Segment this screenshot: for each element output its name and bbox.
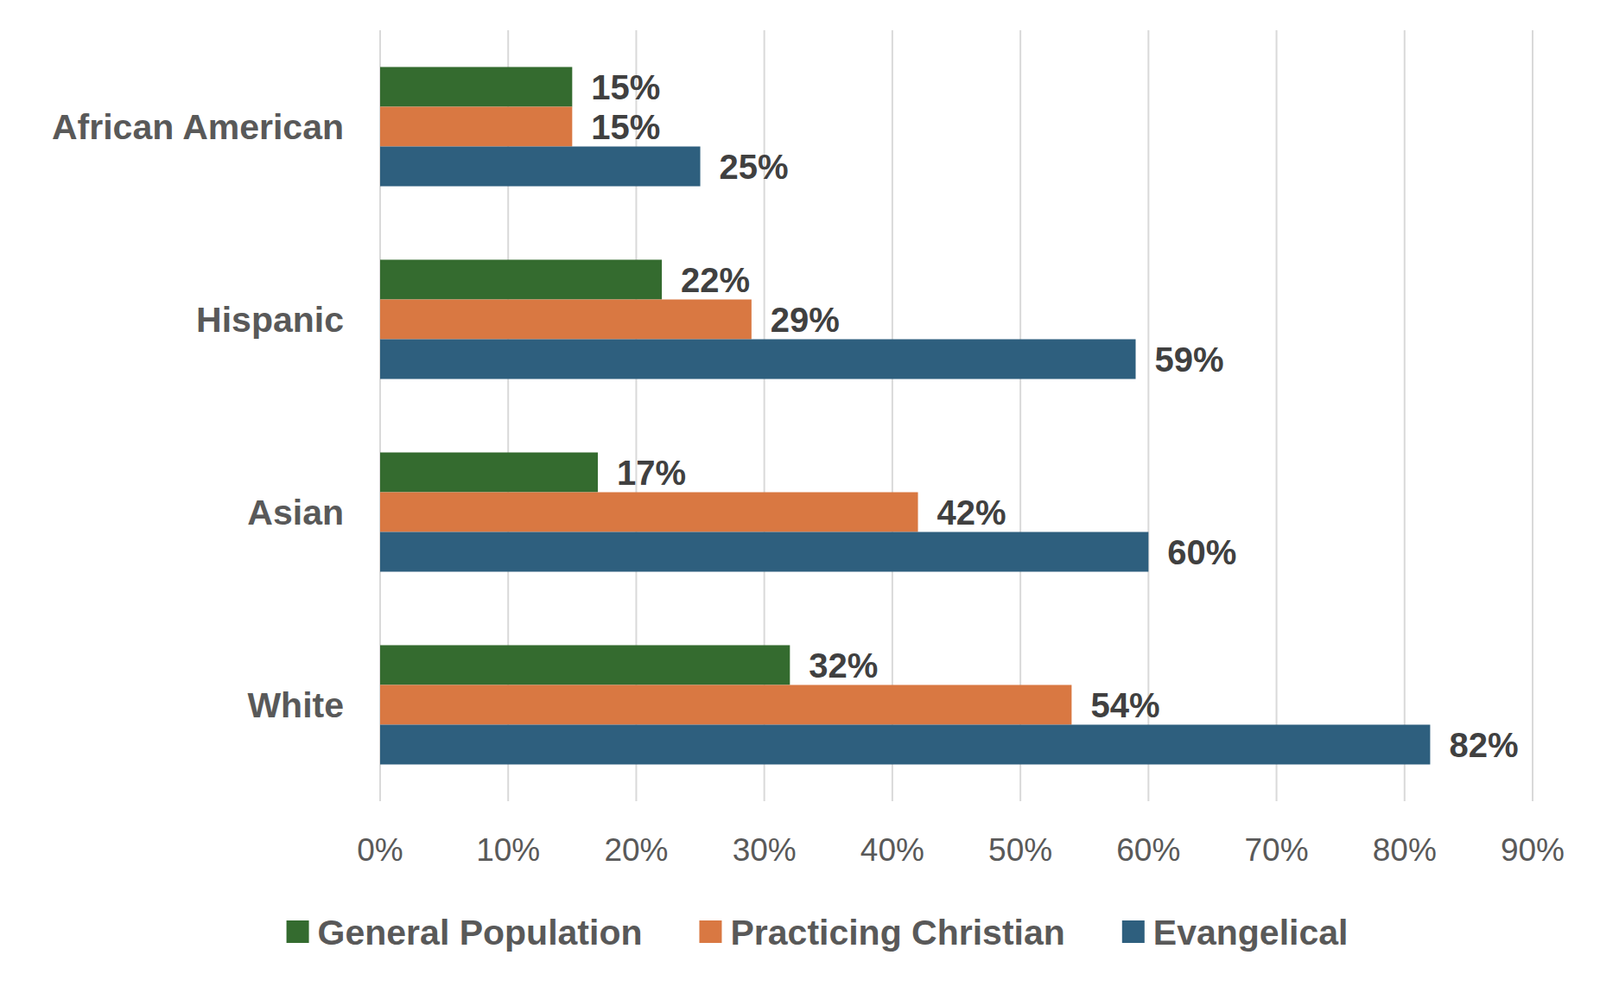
data-label: 29% (770, 300, 840, 339)
bar (380, 724, 1430, 765)
bar (380, 67, 572, 108)
category-label: Hispanic (196, 299, 344, 340)
bar (380, 685, 1072, 725)
tick-label: 90% (1500, 831, 1565, 868)
data-label: 15% (590, 68, 661, 107)
data-label: 42% (937, 493, 1007, 532)
tick-label: 10% (476, 831, 540, 868)
data-label: 25% (719, 147, 789, 186)
bar (380, 645, 790, 686)
data-label: 15% (590, 107, 661, 147)
bar (380, 339, 1137, 380)
grid-line (1403, 30, 1406, 801)
bar (380, 107, 572, 147)
category-label: Asian (247, 492, 344, 533)
category-label: White (247, 685, 344, 725)
legend-label: Evangelical (1153, 912, 1349, 953)
bars (380, 67, 1430, 765)
bar (380, 260, 662, 300)
bar (380, 146, 701, 187)
tick-label: 70% (1244, 831, 1309, 868)
data-label: 59% (1155, 340, 1225, 379)
data-label: 17% (616, 453, 686, 492)
tick-label: 60% (1116, 831, 1181, 868)
legend-swatch (698, 920, 722, 943)
legend-label: Practicing Christian (730, 912, 1065, 953)
data-label: 82% (1448, 725, 1518, 764)
legend-label: General Population (317, 912, 643, 953)
bar (380, 532, 1149, 572)
bar (380, 452, 598, 493)
tick-label: 20% (603, 831, 668, 868)
bar (380, 299, 752, 340)
tick-label: 80% (1372, 831, 1437, 868)
data-label: 32% (808, 646, 878, 685)
data-label: 22% (680, 260, 750, 299)
legend: General Population Practicing Christian Ev… (286, 912, 1349, 953)
tick-label: 30% (732, 831, 797, 868)
chart: 0% 10% 20% 30% 40% 50% 60% 70% 80% 90% African Ame… (0, 0, 1600, 987)
legend-swatch (286, 920, 310, 943)
tick-label: 50% (988, 831, 1053, 868)
data-label: 60% (1167, 533, 1237, 572)
grid (380, 30, 1533, 801)
grid-line (1531, 30, 1534, 801)
bar (380, 492, 919, 533)
category-label: African American (51, 107, 344, 147)
tick-label: 0% (356, 831, 403, 868)
tick-label: 40% (860, 831, 925, 868)
data-label: 54% (1090, 685, 1160, 724)
grid-line (1276, 30, 1278, 801)
legend-swatch (1122, 920, 1145, 943)
